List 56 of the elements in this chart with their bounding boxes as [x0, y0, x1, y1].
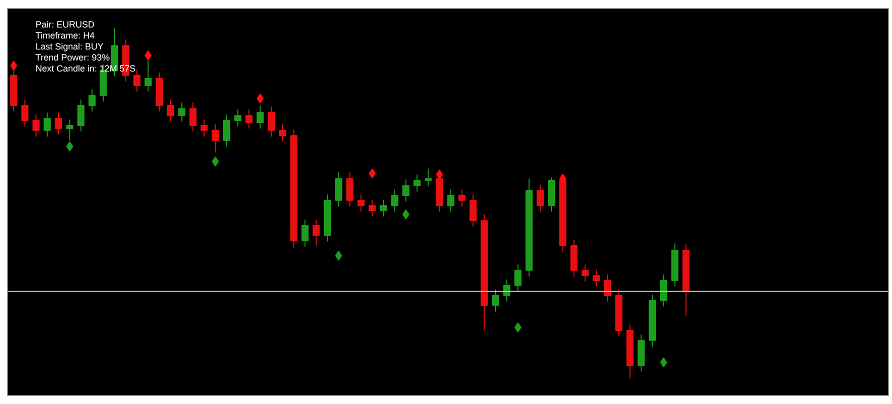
candlestick — [357, 194, 365, 212]
candlestick — [447, 189, 454, 212]
candlestick — [32, 114, 40, 138]
annotation: Trend Power: 93% — [36, 52, 110, 62]
candlestick — [88, 88, 96, 112]
point — [436, 169, 443, 180]
candlestick — [279, 124, 286, 142]
point — [514, 322, 522, 332]
annotation: Last Signal: BUY — [36, 42, 104, 52]
candlestick — [380, 199, 388, 217]
candlestick — [402, 178, 410, 202]
annotation: Pair: EURUSD — [36, 20, 96, 30]
candlestick — [335, 172, 342, 208]
candlestick — [312, 219, 320, 246]
candlestick — [660, 274, 668, 307]
candlestick — [391, 189, 398, 212]
candlestick — [458, 189, 466, 208]
candlestick — [54, 112, 62, 136]
candlestick — [166, 99, 174, 122]
candlestick — [413, 174, 421, 192]
candlestick — [470, 194, 477, 228]
candlestick — [301, 219, 309, 248]
point — [559, 174, 566, 184]
candlestick — [582, 264, 589, 282]
candlestick — [346, 172, 354, 208]
candlestick — [178, 102, 186, 122]
candlestick — [77, 99, 84, 132]
point — [402, 209, 410, 220]
candlestick — [200, 119, 208, 138]
candlestick — [44, 112, 51, 138]
candlestick — [245, 108, 253, 130]
candlestick — [368, 199, 376, 217]
candlestick — [424, 168, 432, 187]
candlestick — [503, 278, 510, 302]
point — [212, 156, 219, 166]
candlestick — [189, 102, 197, 132]
point — [144, 50, 152, 60]
candlestick — [536, 184, 544, 212]
candlestick — [234, 108, 242, 127]
candlestick — [592, 269, 600, 287]
candlestick — [133, 68, 141, 92]
candlestick — [256, 105, 264, 130]
candlestick — [514, 264, 522, 292]
candlestick — [222, 114, 230, 147]
point — [660, 357, 668, 368]
candlestick — [492, 289, 500, 312]
candlestick — [212, 124, 219, 153]
point — [368, 168, 376, 178]
point — [256, 94, 264, 104]
candlestick — [604, 274, 612, 302]
point — [66, 141, 74, 152]
point — [335, 250, 342, 261]
point — [10, 60, 18, 71]
candlestick — [268, 106, 275, 138]
candlestick — [21, 99, 28, 127]
annotation: Timeframe: H4 — [36, 30, 95, 40]
